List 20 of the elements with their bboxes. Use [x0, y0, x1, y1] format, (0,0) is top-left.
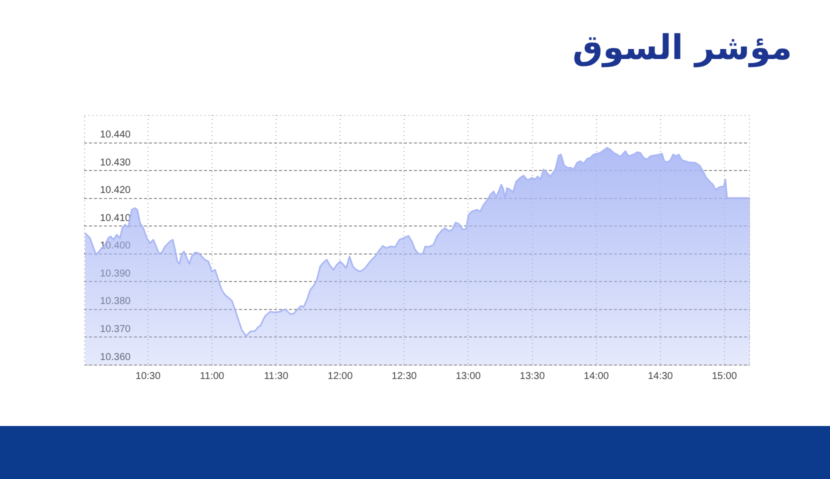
y-tick-label: 10.400 — [100, 240, 132, 252]
x-tick-label: 14:00 — [584, 370, 610, 382]
y-tick-label: 10.380 — [100, 296, 132, 308]
x-tick-label: 13:00 — [456, 370, 482, 382]
x-tick-label: 11:00 — [200, 370, 225, 382]
y-tick-label: 10.370 — [100, 324, 132, 335]
chart-title: مؤشر السوق — [572, 27, 792, 70]
y-tick-label: 10.430 — [100, 157, 132, 168]
x-tick-label: 11:30 — [264, 370, 289, 382]
x-tick-label: 14:30 — [648, 370, 674, 382]
y-tick-label: 10.410 — [100, 212, 132, 224]
x-tick-label: 15:00 — [712, 370, 738, 382]
x-tick-label: 12:30 — [392, 370, 418, 382]
y-tick-label: 10.420 — [100, 185, 132, 196]
y-tick-label: 10.360 — [100, 352, 132, 363]
y-tick-label: 10.440 — [100, 130, 132, 141]
x-tick-label: 10:30 — [136, 370, 161, 382]
y-tick-label: 10.390 — [100, 268, 132, 280]
x-tick-label: 13:30 — [520, 370, 546, 382]
x-tick-label: 12:00 — [328, 370, 354, 382]
